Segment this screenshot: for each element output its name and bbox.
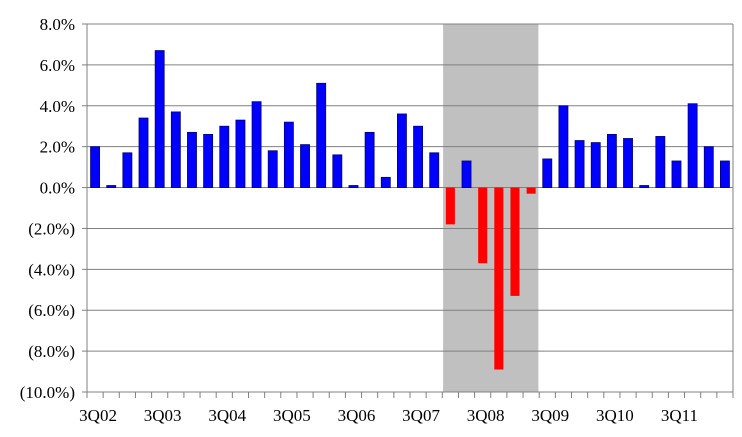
- y-tick-label: 2.0%: [40, 138, 75, 157]
- bar-1Q07: [380, 176, 391, 188]
- x-tick-label: 3Q08: [467, 406, 505, 425]
- x-tick-label: 3Q11: [661, 406, 698, 425]
- bar-1Q05: [251, 101, 262, 188]
- x-tick-labels: 3Q02 3Q03 3Q04 3Q05 3Q06 3Q07 3Q08 3Q09 3Q10 3Q11: [79, 406, 698, 425]
- x-tick-label: 3Q04: [208, 406, 246, 425]
- bar-4Q06: [364, 131, 375, 188]
- bar-3Q09: [542, 158, 553, 188]
- bar-2Q12: [720, 160, 730, 188]
- bar-2Q09: [526, 187, 536, 194]
- bar-2Q04: [203, 133, 214, 188]
- y-tick-label: 0.0%: [40, 179, 75, 198]
- y-tick-label: (8.0%): [28, 342, 75, 361]
- bar-4Q08: [494, 187, 504, 370]
- bar-3Q10: [606, 133, 617, 188]
- x-tick-label: 3Q03: [144, 406, 182, 425]
- bar-3Q02: [90, 146, 100, 188]
- bar-4Q02: [106, 185, 117, 188]
- bar-3Q06: [348, 185, 359, 188]
- x-tick-label: 3Q07: [402, 406, 440, 425]
- shaded-region: [443, 24, 539, 392]
- bar-3Q11: [671, 160, 682, 188]
- bar-4Q04: [235, 119, 246, 188]
- x-tick-label: 3Q09: [531, 406, 569, 425]
- bar-2Q05: [267, 150, 278, 188]
- bar-4Q07: [429, 152, 440, 188]
- x-tick-label: 3Q10: [596, 406, 634, 425]
- x-tick-label: 3Q06: [338, 406, 376, 425]
- bar-3Q05: [283, 121, 294, 188]
- bar-2Q10: [590, 142, 601, 188]
- bar-2Q07: [397, 113, 407, 188]
- y-tick-label: (10.0%): [20, 383, 75, 402]
- bar-2Q11: [655, 136, 666, 188]
- bar-1Q12: [703, 146, 714, 188]
- bar-3Q03: [154, 50, 165, 188]
- y-tick-label: (6.0%): [28, 301, 75, 320]
- bar-2Q03: [138, 117, 149, 188]
- y-tick-label: 8.0%: [40, 15, 75, 34]
- bar-2Q06: [332, 154, 343, 188]
- x-tick-label: 3Q02: [79, 406, 117, 425]
- y-tick-labels: (10.0%) (8.0%) (6.0%) (4.0%) (2.0%) 0.0% 2.0% 4…: [20, 15, 75, 402]
- bar-3Q07: [413, 125, 423, 188]
- y-tick-label: (2.0%): [28, 219, 75, 238]
- bar-3Q04: [219, 125, 230, 188]
- bar-4Q10: [623, 138, 633, 188]
- gridlines: [87, 23, 733, 393]
- bar-4Q05: [300, 144, 310, 188]
- bar-3Q08: [478, 187, 488, 264]
- bar-1Q09: [510, 187, 520, 296]
- bar-4Q11: [687, 103, 698, 188]
- bar-1Q10: [574, 140, 585, 188]
- bars: [90, 50, 730, 370]
- x-tick-label: 3Q05: [273, 406, 311, 425]
- y-tick-label: 4.0%: [40, 97, 75, 116]
- y-tick-label: 6.0%: [40, 56, 75, 75]
- bar-1Q04: [187, 131, 197, 188]
- bar-1Q06: [316, 82, 327, 188]
- bar-4Q09: [558, 105, 569, 188]
- bar-1Q03: [122, 152, 133, 188]
- bar-1Q11: [639, 185, 650, 188]
- bar-2Q08: [461, 160, 472, 188]
- recession-shaded-region: [443, 24, 539, 392]
- y-tick-label: (4.0%): [28, 260, 75, 279]
- bar-1Q08: [445, 187, 455, 225]
- axes: [82, 23, 734, 398]
- bar-4Q03: [170, 111, 181, 188]
